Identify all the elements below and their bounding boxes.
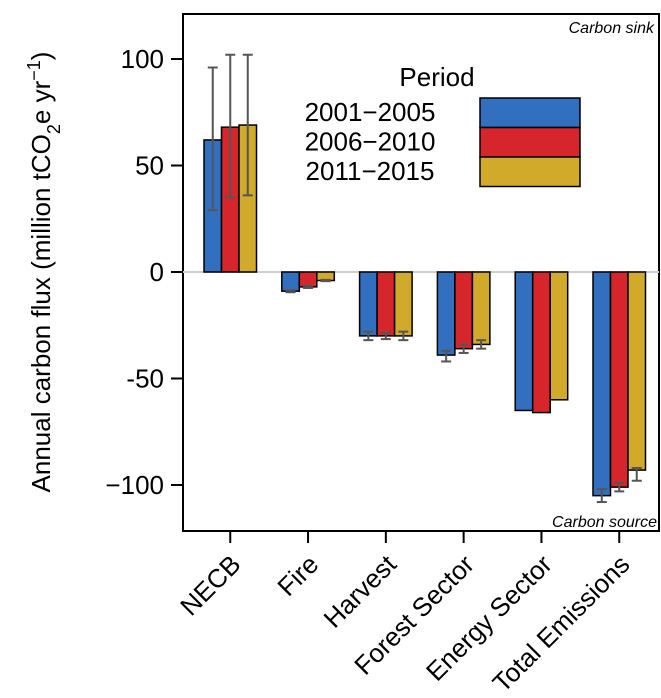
legend-title: Period bbox=[399, 62, 474, 92]
legend-label-3: 2011−2015 bbox=[306, 156, 435, 186]
legend-label-2: 2006−2010 bbox=[305, 127, 436, 157]
annotation-carbon-source: Carbon source bbox=[552, 514, 657, 531]
y-tick-label: 100 bbox=[121, 44, 164, 74]
bar-harvest-3 bbox=[393, 271, 413, 337]
y-tick-label: 50 bbox=[135, 151, 164, 181]
legend-swatch-1 bbox=[479, 97, 581, 129]
bar-energy-sector-2 bbox=[531, 271, 551, 414]
x-tick-label: NECB bbox=[174, 549, 246, 621]
legend-label-1: 2001−2005 bbox=[305, 97, 436, 127]
bar-forest-sector-3 bbox=[471, 271, 491, 346]
bar-total-emissions-1 bbox=[592, 271, 612, 497]
bar-harvest-2 bbox=[376, 271, 396, 337]
y-axis-label: Annual carbon flux (million tCO2e yr−1) bbox=[24, 52, 64, 493]
y-tick-label: 0 bbox=[150, 257, 164, 287]
y-tick-label: −100 bbox=[105, 470, 164, 500]
y-axis: 100 50 0 -50 −100 bbox=[105, 44, 183, 500]
error-bars bbox=[207, 53, 642, 504]
x-tick-label: Total Emissions bbox=[487, 549, 636, 698]
bar-fire-1 bbox=[281, 271, 301, 292]
bar-forest-sector-1 bbox=[436, 271, 456, 356]
bar-forest-sector-2 bbox=[454, 271, 474, 350]
legend-swatch-2 bbox=[479, 126, 581, 158]
bar-fire-2 bbox=[298, 271, 318, 288]
annotation-carbon-sink: Carbon sink bbox=[569, 20, 655, 37]
y-tick-label: -50 bbox=[126, 364, 164, 394]
bar-energy-sector-3 bbox=[549, 271, 569, 401]
bar-energy-sector-1 bbox=[514, 271, 534, 412]
bar-total-emissions-2 bbox=[609, 271, 629, 488]
x-tick-label: Fire bbox=[271, 549, 324, 602]
bar-total-emissions-3 bbox=[627, 271, 647, 471]
bar-harvest-1 bbox=[358, 271, 378, 337]
legend-swatch-3 bbox=[479, 156, 581, 188]
